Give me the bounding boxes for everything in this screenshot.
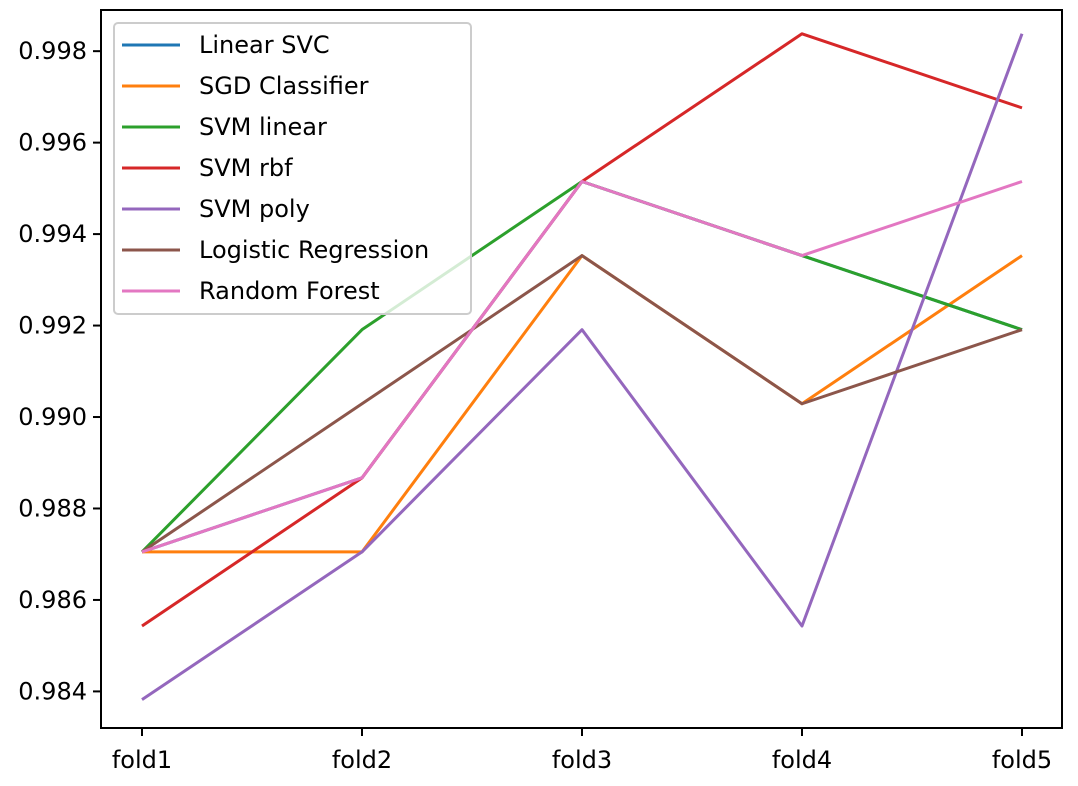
y-tick-label: 0.986: [18, 586, 87, 614]
x-tick-label: fold1: [112, 746, 172, 774]
legend-box: [113, 22, 472, 315]
y-tick-label: 0.984: [18, 677, 87, 705]
legend-label-random-forest: Random Forest: [199, 277, 380, 305]
y-tick-label: 0.998: [18, 37, 87, 65]
legend-label-linear-svc: Linear SVC: [199, 31, 330, 59]
x-axis-ticks: fold1 fold2 fold3 fold4 fold5: [112, 728, 1052, 774]
series-lines: [140, 32, 1024, 701]
legend-label-svm-linear: SVM linear: [199, 113, 327, 141]
y-tick-label: 0.992: [18, 312, 87, 340]
y-axis-ticks: 0.984 0.986 0.988 0.990 0.992 0.994 0.996 0.998: [18, 37, 101, 705]
legend-label-svm-rbf: SVM rbf: [199, 154, 293, 182]
legend-label-logistic-regression: Logistic Regression: [199, 236, 429, 264]
legend-label-sgd-classifier: SGD Classifier: [199, 72, 369, 100]
y-tick-label: 0.990: [18, 403, 87, 431]
x-tick-label: fold4: [772, 746, 832, 774]
series-line-random-forest: [141, 179, 1023, 554]
legend-label-svm-poly: SVM poly: [199, 195, 310, 223]
y-tick-label: 0.994: [18, 220, 87, 248]
plot-frame: [100, 9, 1063, 729]
x-tick-label: fold3: [552, 746, 612, 774]
x-tick-label: fold5: [992, 746, 1052, 774]
x-tick-label: fold2: [332, 746, 392, 774]
legend: Linear SVC SGD Classifier SVM linear SVM rb…: [113, 22, 472, 315]
y-tick-label: 0.988: [18, 494, 87, 522]
series-line-svm-poly: [141, 33, 1024, 701]
series-line-logistic-regression: [141, 254, 1023, 554]
y-tick-label: 0.996: [18, 129, 87, 157]
